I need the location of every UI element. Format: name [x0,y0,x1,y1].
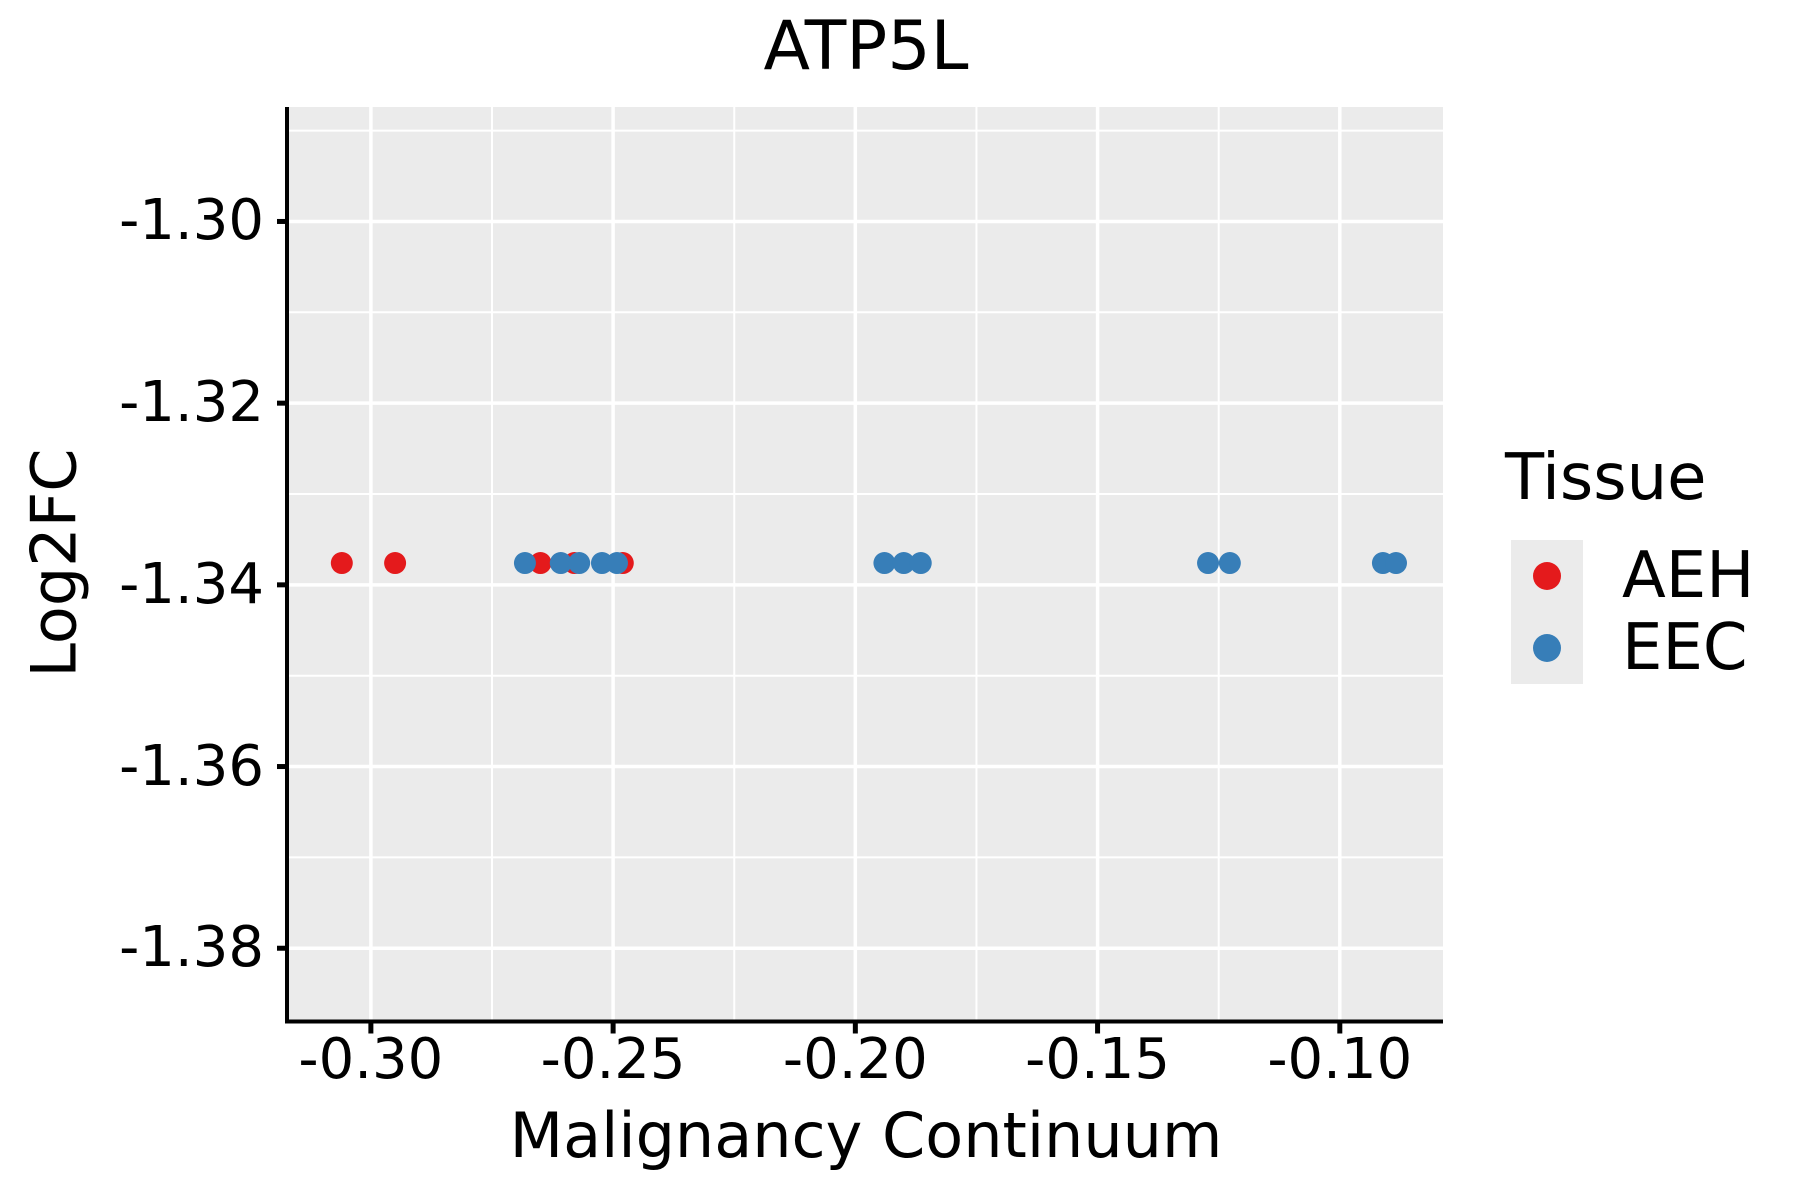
legend-title: Tissue [1505,441,1707,515]
eec-point-icon [1533,634,1561,662]
x-tick-label: -0.10 [1267,1027,1413,1092]
y-tick-label: -1.32 [119,370,264,436]
data-point-aeh [529,552,552,575]
data-point-eec [909,552,932,575]
legend-key-aeh [1511,540,1583,612]
data-point-aeh [330,552,353,575]
chart-title: ATP5L [763,7,969,86]
data-point-eec [1197,552,1220,575]
legend-label-aeh: AEH [1622,539,1755,613]
y-tick-label: -1.34 [119,551,264,617]
y-tick-label: -1.30 [119,188,264,254]
data-point-eec [1385,552,1408,575]
x-tick-label: -0.30 [298,1027,444,1092]
data-point-eec [568,552,591,575]
legend-key-eec [1511,612,1583,684]
x-tick-label: -0.15 [1025,1027,1171,1092]
x-tick-label: -0.20 [782,1027,928,1092]
y-tick-label: -1.36 [119,733,264,799]
data-point-eec [892,552,915,575]
data-point-eec [605,552,628,575]
data-point-eec [873,552,896,575]
x-tick-label: -0.25 [540,1027,686,1092]
panel-background [289,107,1443,1020]
aeh-point-icon [1533,562,1561,590]
x-axis-title: Malignancy Continuum [509,1099,1223,1172]
data-point-eec [513,552,536,575]
legend-label-eec: EEC [1622,611,1748,685]
data-point-aeh [384,552,407,575]
y-tick-label: -1.38 [119,915,264,981]
data-point-eec [549,552,572,575]
data-point-eec [1218,552,1241,575]
